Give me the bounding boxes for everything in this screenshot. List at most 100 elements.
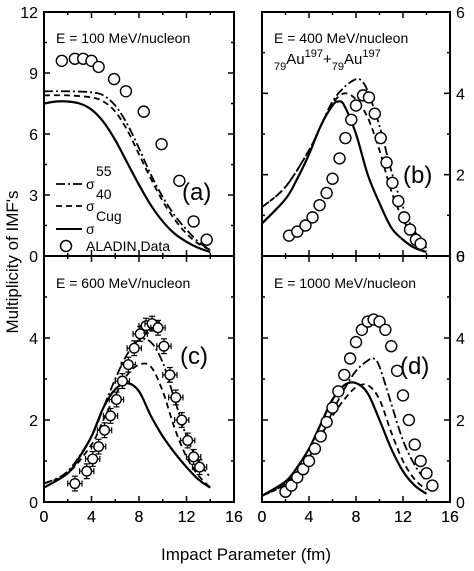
data-point-aladin-data [99,424,111,436]
x-tick-label: 4 [87,509,96,526]
data-point-aladin-data [128,342,140,354]
panel-a: 0 4 8 12 16 0 3 6 9 12 E = 100 MeV/nucleon (a) [20,5,243,526]
series-line-sigma-55 [44,90,211,251]
y-tick-label: 4 [29,331,38,348]
x-tick-label: 0 [40,509,49,526]
legend-sigma-cug: σ [86,221,95,237]
x-axis-label: Impact Parameter (fm) [161,545,331,564]
x-tick-label: 12 [178,509,196,526]
data-point-aladin-data [355,323,369,336]
y-tick-label: 2 [456,168,465,185]
x-tick-label: 4 [87,509,96,526]
data-point-aladin-data [173,174,186,187]
data-point-aladin-data [414,454,427,468]
data-point-aladin-data [326,172,339,185]
data-point-aladin-data [326,401,339,414]
x-tick-label: 16 [225,509,243,526]
x-tick-label: 0 [258,509,267,526]
y-tick-label: 9 [29,66,38,83]
y-tick-label: 6 [456,5,465,22]
y-axis-label: Multiplicity of IMF's [3,190,22,333]
series-line-sigma-40 [44,94,211,251]
data-point-aladin-data [158,340,170,352]
data-point-aladin-data [385,340,398,353]
x-tick-label: 8 [135,509,144,526]
data-point-aladin-data [122,359,134,371]
y-tick-label: 2 [456,413,465,430]
series-line-sigma-55 [262,77,428,245]
data-point-aladin-data [368,107,381,120]
panel-letter: (a) [182,179,211,206]
legend-sigma-40: σ [86,198,95,214]
data-point-aladin-data [302,454,316,468]
y-tick-label: 6 [29,127,38,144]
data-point-aladin-data [104,410,116,422]
x-tick-label: 16 [441,509,459,526]
data-point-aladin-data [386,176,399,190]
data-point-aladin-data [285,479,298,492]
data-point-aladin-data [107,72,121,86]
legend: σ 55 σ 40 σ Cug ALADIN Data [56,163,170,254]
data-point-aladin-data [194,461,206,473]
data-point-aladin-data [349,335,363,349]
legend-sup-40: 40 [96,186,112,202]
data-point-aladin-data [320,415,333,429]
data-point-aladin-data [333,152,346,165]
data-point-aladin-data [87,453,99,465]
energy-annotation: E = 1000 MeV/nucleon [274,275,416,291]
data-point-aladin-data [420,467,433,480]
x-tick-label: 12 [178,509,196,526]
data-point-aladin-data [403,223,417,236]
legend-label-data: ALADIN Data [86,238,170,254]
y-tick-label: 0 [456,249,465,266]
data-point-aladin-data [320,186,333,200]
data-point-aladin-data [188,451,200,463]
y-tick-label: 0 [29,249,38,266]
y-tick-label: 2 [29,413,38,430]
legend-sup-55: 55 [96,163,112,179]
data-point-aladin-data [313,198,326,212]
data-point-aladin-data [373,315,386,328]
y-tick-label: 0 [29,495,38,512]
data-point-aladin-data [200,233,213,246]
data-point-aladin-data [380,156,393,169]
data-point-aladin-data [390,364,404,377]
panel-c: 0 4 8 12 16 0 2 4 E = 600 MeV/nucleon (c) [29,255,243,526]
data-point-aladin-data [187,215,200,228]
data-point-aladin-data [308,442,322,455]
series-line-sigma-cug [262,100,427,253]
legend-sup-cug: Cug [96,208,122,224]
energy-annotation: E = 400 MeV/nucleon [274,30,408,46]
data-point-aladin-data [182,435,194,447]
y-tick-label: 4 [456,331,465,348]
data-point-aladin-data [343,352,357,365]
data-point-aladin-data [291,225,304,238]
data-point-aladin-data [314,430,327,443]
data-point-aladin-data [93,441,105,453]
data-point-aladin-data [155,137,168,151]
x-tick-label: 0 [258,509,267,526]
data-point-aladin-data [134,328,146,340]
data-point-aladin-data [396,389,410,402]
x-tick-label: 4 [305,509,314,526]
series-line-sigma-cug [44,100,211,253]
data-point-aladin-data [306,211,319,224]
legend-sigma-55: σ [86,176,95,192]
y-tick-label: 4 [456,86,465,103]
data-point-aladin-data [69,478,81,490]
energy-annotation: E = 100 MeV/nucleon [56,30,190,46]
data-point-aladin-data [170,391,182,403]
data-point-aladin-data [291,471,304,484]
data-point-aladin-data [392,194,405,208]
reaction-label: 79Au197+79Au197 [274,48,381,73]
data-point-aladin-data [426,479,439,492]
data-point-aladin-data [110,394,122,406]
data-point-aladin-data [55,54,69,67]
x-tick-label: 16 [225,509,243,526]
data-point-aladin-data [397,211,411,224]
panel-letter: (c) [180,343,208,370]
data-point-aladin-data [116,375,128,387]
x-tick-label: 12 [394,509,412,526]
x-tick-label: 8 [135,509,144,526]
